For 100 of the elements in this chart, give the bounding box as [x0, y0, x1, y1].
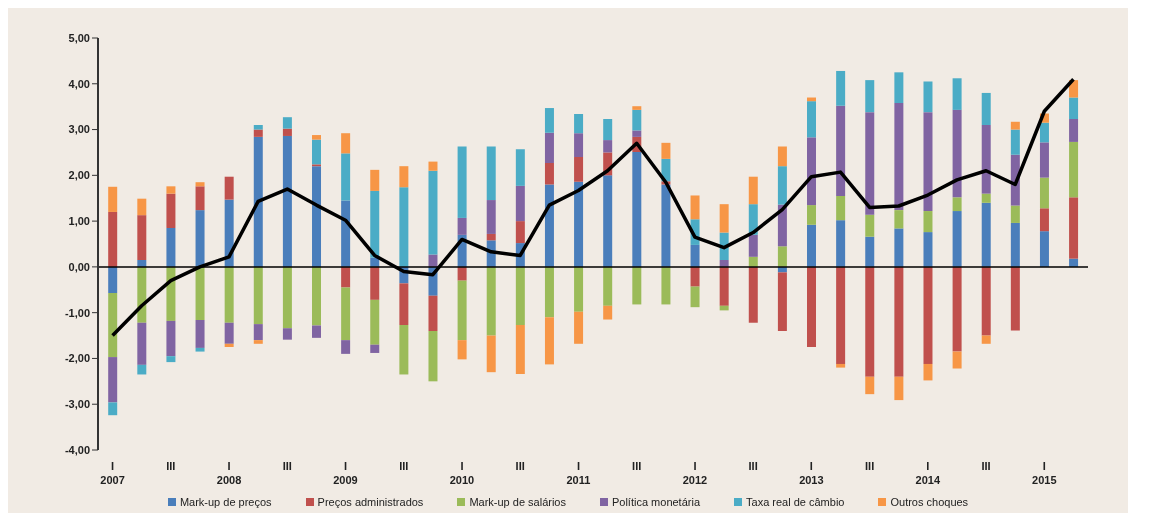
bar [719, 204, 729, 233]
bar [981, 266, 991, 336]
bar [807, 224, 817, 267]
bar [748, 266, 758, 323]
bar [253, 129, 263, 137]
bar [865, 376, 875, 395]
bar [1010, 121, 1020, 130]
y-tick-label: 1,00 [68, 215, 90, 228]
bar [486, 233, 496, 241]
bar [1010, 205, 1020, 223]
y-tick-label: 3,00 [68, 123, 90, 136]
bar [1039, 122, 1049, 143]
x-tick-label: III [166, 460, 176, 472]
bar [807, 205, 817, 225]
bar [137, 215, 147, 261]
bar [661, 184, 671, 267]
x-tick-label: III [632, 460, 642, 472]
bar [544, 317, 554, 365]
bar [661, 142, 671, 159]
bar [137, 198, 147, 216]
bar [515, 325, 525, 375]
bar [894, 210, 904, 229]
bar [515, 185, 525, 222]
bar [515, 221, 525, 244]
bar [253, 266, 263, 325]
x-tick-label: I 2008 [216, 460, 242, 486]
bar [748, 176, 758, 205]
bar [166, 186, 176, 194]
bar [312, 139, 322, 165]
bar [457, 280, 467, 341]
bar [923, 81, 933, 113]
bar [603, 140, 613, 153]
bar [486, 200, 496, 234]
bar [370, 190, 380, 258]
bar [777, 246, 787, 267]
y-tick-label: 4,00 [68, 77, 90, 90]
x-tick-label: I 2012 [682, 460, 708, 486]
x-tick-label: I 2009 [333, 460, 358, 486]
bar [603, 175, 613, 267]
bar [603, 305, 613, 320]
bar [952, 78, 962, 110]
bar [836, 266, 846, 364]
bar [282, 128, 292, 136]
bar [1039, 177, 1049, 209]
bar [341, 153, 351, 201]
bar [661, 266, 671, 305]
bar [807, 137, 817, 206]
bar [836, 70, 846, 106]
bar [865, 112, 875, 215]
bar [515, 149, 525, 186]
legend-label: Preços administrados [316, 496, 424, 508]
bar [923, 363, 933, 381]
bar [574, 157, 584, 182]
bar [894, 266, 904, 377]
x-tick-label: III [515, 460, 525, 472]
bar [544, 266, 554, 318]
y-tick-label: 5,00 [68, 31, 90, 44]
y-tick-label: 0,00 [68, 260, 90, 273]
bar [632, 106, 642, 110]
bar [865, 80, 875, 113]
bar [224, 176, 234, 200]
bar [632, 109, 642, 131]
bar [1069, 197, 1079, 259]
bar [486, 335, 496, 373]
x-tick-label: I 2015 [1032, 460, 1057, 486]
bar [981, 124, 991, 194]
bar [836, 220, 846, 267]
bar [923, 211, 933, 233]
x-tick-label: III [748, 460, 758, 472]
bar [836, 195, 846, 221]
bar [952, 197, 962, 212]
bar [777, 272, 787, 331]
bar [312, 135, 322, 140]
bar [282, 328, 292, 340]
bar [370, 299, 380, 345]
bar [865, 266, 875, 377]
bar [457, 146, 467, 218]
bar [574, 133, 584, 158]
bar [282, 266, 292, 329]
bar [1039, 208, 1049, 232]
bar [1010, 129, 1020, 155]
bar [603, 119, 613, 141]
bar [108, 357, 118, 403]
bar [166, 227, 176, 267]
x-tick-label: I 2013 [799, 460, 824, 486]
legend-label: Outros choques [889, 496, 969, 508]
bar [224, 266, 234, 323]
bar [690, 195, 700, 220]
bar [370, 169, 380, 191]
legend-label: Política monetária [610, 496, 701, 508]
bar [282, 117, 292, 129]
legend-label: Mark-up de salários [468, 496, 566, 508]
x-tick-label: I 2010 [449, 460, 475, 486]
bar [981, 193, 991, 203]
bar [428, 295, 438, 331]
bar [894, 72, 904, 103]
bar [253, 340, 263, 344]
bar [108, 402, 118, 416]
bar [486, 266, 496, 336]
bar [923, 232, 933, 267]
